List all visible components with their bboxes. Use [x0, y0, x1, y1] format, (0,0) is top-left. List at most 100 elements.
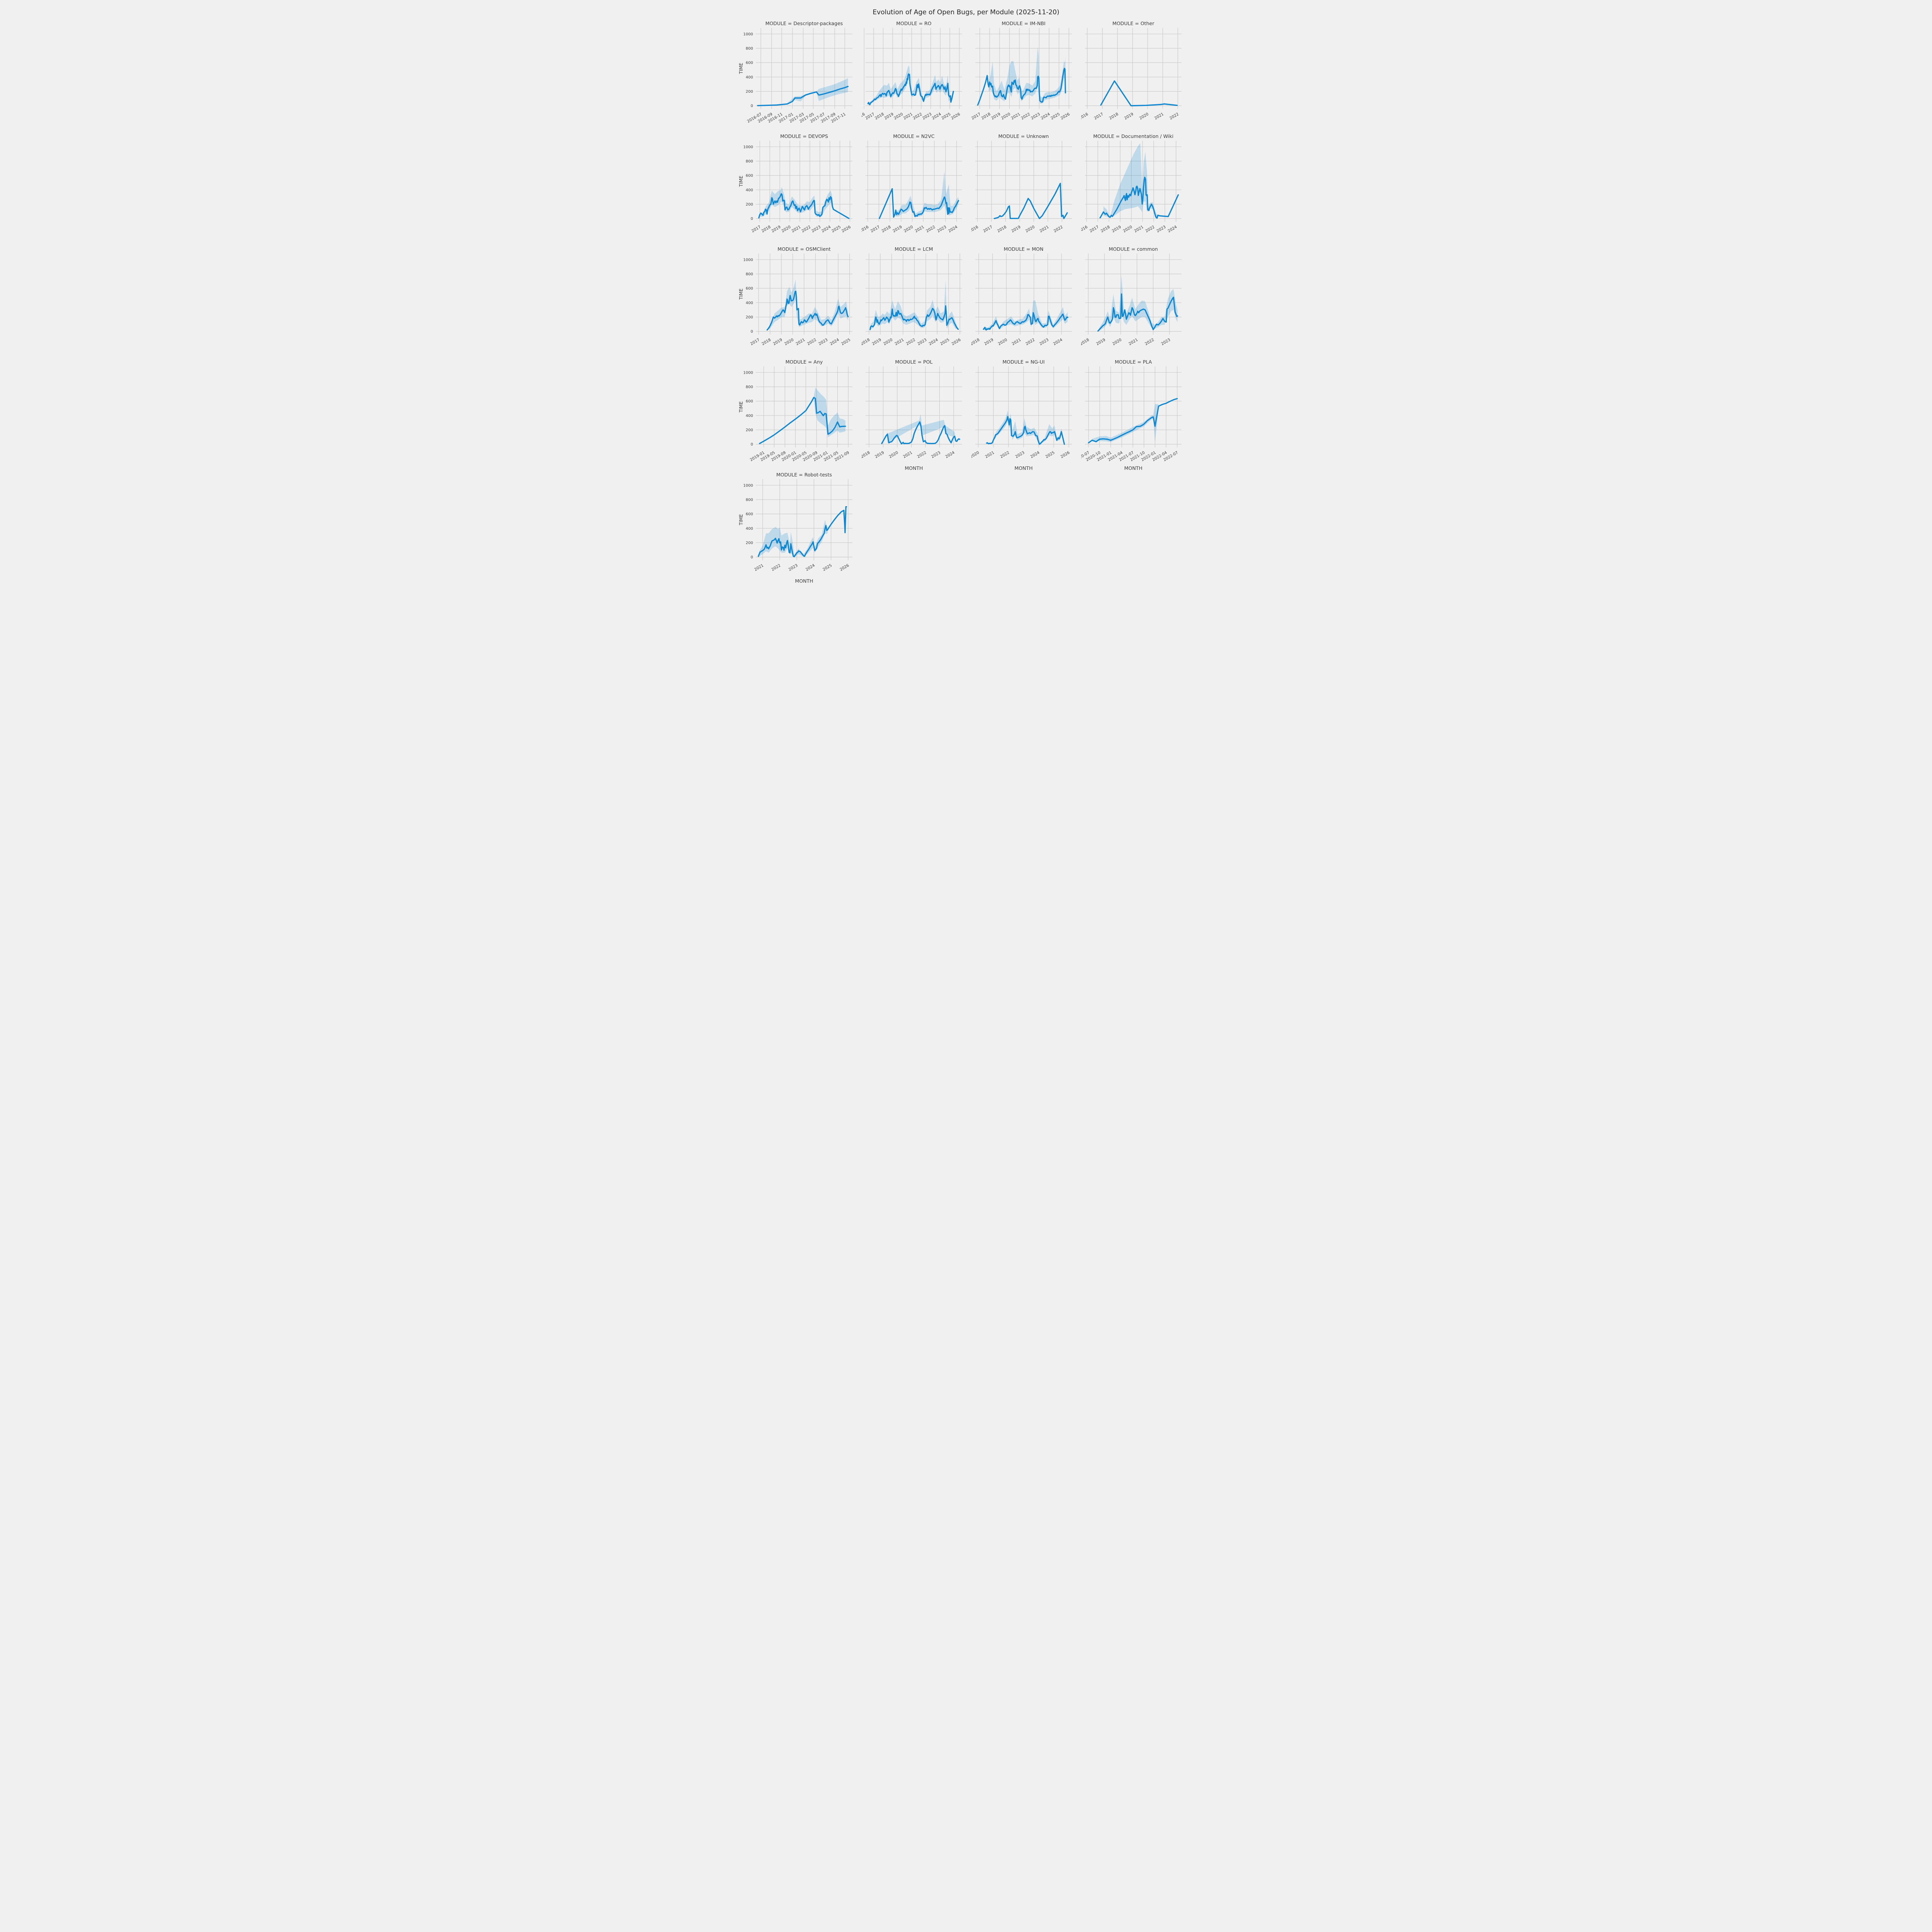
svg-text:2025: 2025	[841, 338, 852, 346]
svg-text:2020: 2020	[1139, 112, 1150, 121]
svg-text:2026: 2026	[1060, 451, 1071, 459]
svg-text:2023: 2023	[811, 225, 822, 233]
facet-title: MODULE = POL	[895, 359, 932, 365]
y-axis-label: TIME	[739, 176, 744, 187]
svg-text:0: 0	[751, 330, 753, 334]
facet-MON: MODULE = MON 2018 2019 2020 2021 2022 2023 2024	[971, 246, 1072, 346]
facet-Unknown: MODULE = Unknown 2016 2017 2018 2019 2020 2021…	[971, 133, 1072, 233]
facet-common: MODULE = common 2018 2019 2020 2021 2022 2023	[1081, 246, 1182, 346]
svg-text:2017: 2017	[1089, 225, 1100, 233]
svg-text:400: 400	[746, 527, 753, 531]
svg-text:1000: 1000	[743, 32, 753, 36]
x-axis-label: MONTH	[905, 465, 923, 471]
svg-text:2022: 2022	[1020, 112, 1031, 121]
facet-Robot-tests: MODULE = Robot-tests 2021 2022 2023 2024 2025…	[739, 472, 852, 584]
svg-text:2017: 2017	[865, 112, 876, 121]
line-series	[758, 193, 850, 219]
confidence-band	[1092, 404, 1159, 442]
facet-title: MODULE = LCM	[895, 246, 933, 252]
svg-text:2022: 2022	[1053, 225, 1064, 233]
svg-text:0: 0	[751, 217, 753, 221]
gridlines	[756, 141, 852, 222]
svg-text:2022: 2022	[1144, 338, 1155, 346]
svg-text:2019: 2019	[1095, 338, 1106, 346]
svg-text:2021: 2021	[903, 112, 913, 121]
facet-row-2: MODULE = DEVOPS 2017 2018 2019 2020 2021 2022 2…	[734, 133, 1198, 246]
svg-text:2023: 2023	[788, 563, 799, 572]
gridlines	[1085, 253, 1182, 335]
confidence-band	[993, 410, 1065, 444]
facet-title: MODULE = MON	[1004, 246, 1044, 252]
svg-text:2023: 2023	[818, 338, 829, 346]
line-series	[986, 416, 1065, 445]
facet-grid: MODULE = Descriptor-packages 2016-07 2016-…	[734, 20, 1198, 584]
line-series	[881, 421, 960, 445]
line-series	[869, 305, 959, 330]
x-tick-labels: 2016 2017 2018 2019 2020 2021 2022	[971, 225, 1064, 233]
facet-POL: MODULE = POL 2018 2019 2020 2021 2022 2023 2024…	[862, 359, 962, 471]
svg-text:2020: 2020	[1000, 112, 1011, 121]
svg-text:2018: 2018	[1109, 112, 1119, 121]
gridlines	[1085, 28, 1182, 109]
svg-text:200: 200	[746, 541, 753, 545]
facet-title: MODULE = Other	[1112, 20, 1155, 26]
svg-text:2019: 2019	[1011, 225, 1022, 233]
x-tick-labels: 2020 2021 2022 2023 2024 2025 2026	[971, 451, 1071, 459]
facet-LCM: MODULE = LCM 2018 2019 2020 2021 2022 2023 2024…	[862, 246, 962, 346]
svg-text:2026: 2026	[951, 338, 962, 346]
facet-title: MODULE = NG-UI	[1002, 359, 1044, 365]
svg-text:2022: 2022	[917, 451, 927, 459]
svg-text:2016: 2016	[862, 112, 866, 121]
svg-text:2025: 2025	[940, 338, 951, 346]
svg-text:2023: 2023	[1160, 338, 1171, 346]
svg-text:2020: 2020	[888, 451, 899, 459]
gridlines	[1085, 366, 1182, 447]
confidence-band	[767, 279, 848, 330]
facet-row-1: MODULE = Descriptor-packages 2016-07 2016-…	[734, 20, 1198, 133]
svg-text:2022: 2022	[905, 338, 916, 346]
facet-title: MODULE = N2VC	[893, 133, 935, 139]
svg-text:2019: 2019	[892, 225, 903, 233]
gridlines	[866, 141, 962, 222]
svg-text:400: 400	[746, 414, 753, 418]
svg-text:400: 400	[746, 75, 753, 80]
gridlines	[756, 28, 852, 109]
svg-text:2017: 2017	[750, 338, 760, 346]
svg-text:2019: 2019	[871, 338, 882, 346]
line-series	[758, 506, 847, 558]
y-tick-labels: 0 200 400 600 800 1000	[743, 32, 753, 108]
svg-text:2018: 2018	[761, 338, 772, 346]
svg-text:2018: 2018	[874, 112, 885, 121]
facet-IM-NBI: MODULE = IM-NBI2017201820192020202120222…	[971, 20, 1072, 121]
svg-text:1000: 1000	[743, 145, 753, 149]
svg-text:800: 800	[746, 498, 753, 502]
svg-text:2024: 2024	[928, 338, 939, 346]
svg-text:2021: 2021	[1011, 338, 1022, 346]
svg-text:2024: 2024	[829, 338, 840, 346]
y-axis-label: TIME	[739, 401, 744, 413]
svg-text:2018: 2018	[1100, 225, 1111, 233]
svg-text:2021: 2021	[894, 338, 905, 346]
svg-text:2025: 2025	[822, 563, 833, 572]
line-series	[983, 312, 1068, 331]
svg-text:2017: 2017	[983, 225, 993, 233]
facet-Descriptor-packages: MODULE = Descriptor-packages 2016-072016-…	[739, 20, 852, 124]
facet-title: MODULE = RO	[896, 20, 931, 26]
svg-text:2025: 2025	[941, 112, 952, 121]
svg-text:200: 200	[746, 315, 753, 320]
facet-DEVOPS: MODULE = DEVOPS2017201820192020202120222…	[739, 133, 852, 233]
svg-text:2019: 2019	[874, 451, 885, 459]
svg-text:2019: 2019	[884, 112, 895, 121]
line-series	[1088, 398, 1178, 444]
figure-title: Evolution of Age of Open Bugs, per Modul…	[872, 9, 1060, 16]
svg-text:2023: 2023	[1030, 112, 1041, 121]
confidence-band	[1103, 143, 1159, 218]
facet-row-5: MODULE = Robot-tests 2021 2022 2023 2024 2025…	[734, 471, 1198, 584]
page: { "figure": { "title": "Evolution of Age…	[0, 0, 1932, 584]
svg-text:800: 800	[746, 385, 753, 389]
svg-text:2022: 2022	[1145, 225, 1156, 233]
svg-text:2022: 2022	[912, 112, 923, 121]
line-series	[993, 183, 1068, 219]
